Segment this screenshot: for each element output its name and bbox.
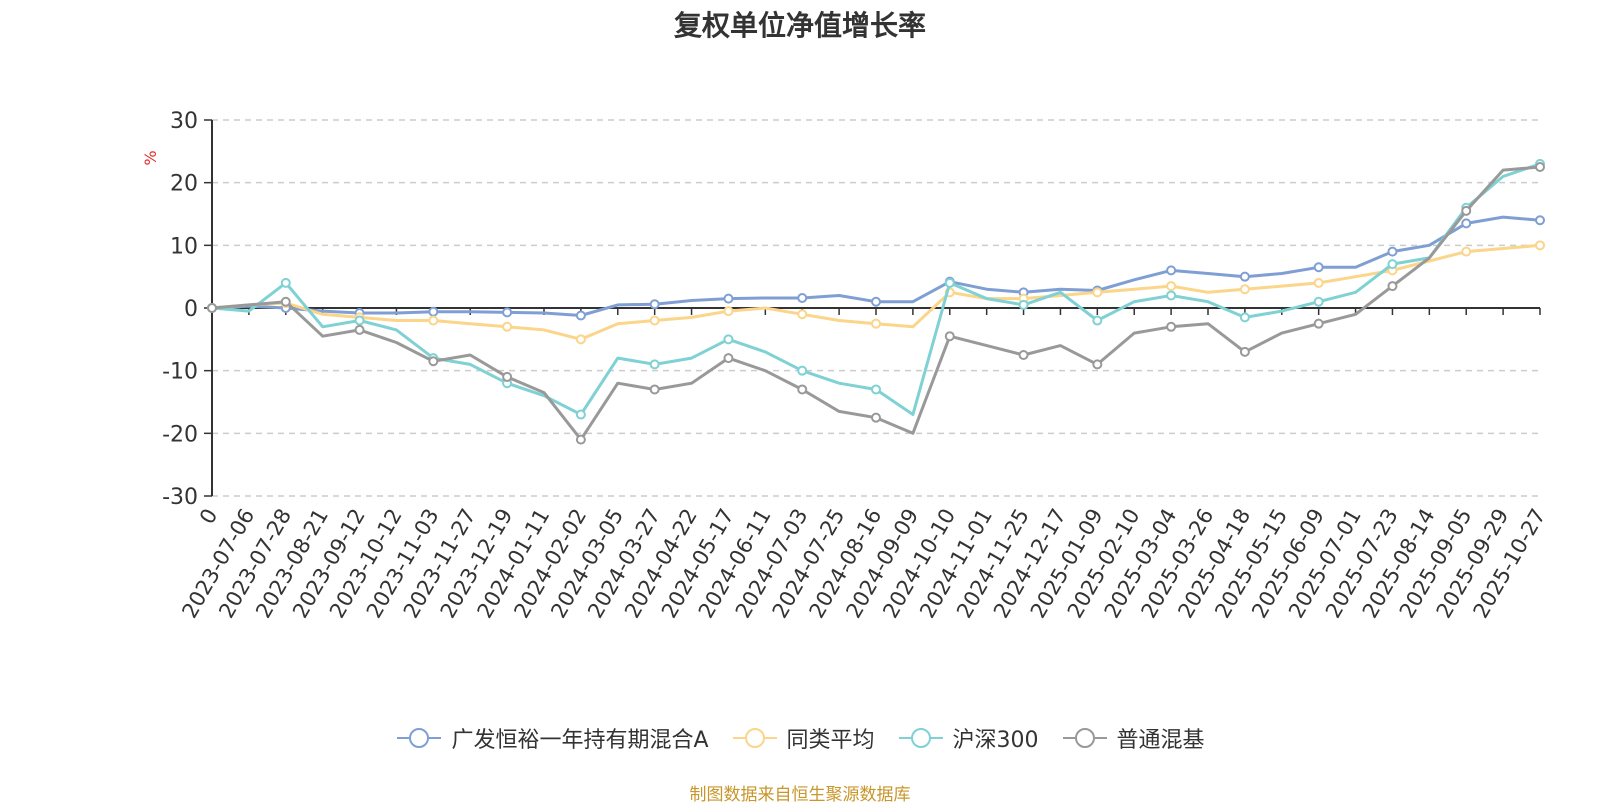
y-tick-label: 10	[170, 234, 198, 259]
data-point	[280, 296, 291, 307]
data-point	[575, 434, 586, 445]
data-point	[1387, 246, 1398, 257]
data-point	[1018, 299, 1029, 310]
legend-marker-circle	[910, 728, 931, 748]
data-point	[428, 306, 439, 317]
data-point	[1166, 281, 1177, 292]
legend-marker-icon	[397, 728, 442, 748]
data-point	[649, 359, 660, 370]
data-point	[575, 310, 586, 321]
data-point	[1461, 218, 1472, 229]
series-3	[207, 162, 1545, 445]
series-1	[207, 240, 1545, 345]
data-point	[1535, 215, 1545, 226]
legend-marker-circle	[1074, 728, 1095, 748]
data-point	[723, 293, 734, 304]
y-axis-unit-label: %	[141, 150, 160, 165]
source-note: 制图数据来自恒生聚源数据库	[689, 785, 911, 805]
data-point	[1535, 240, 1545, 251]
legend-marker-circle	[744, 728, 765, 748]
data-point	[1313, 318, 1324, 329]
data-point	[1092, 287, 1103, 298]
data-point	[723, 353, 734, 364]
data-point	[944, 331, 955, 342]
data-point	[1387, 281, 1398, 292]
legend-marker-icon	[732, 728, 777, 748]
data-point	[1092, 315, 1103, 326]
data-point	[1461, 205, 1472, 216]
data-point	[502, 371, 513, 382]
legend-label: 同类平均	[786, 728, 875, 753]
legend-item-1[interactable]: 同类平均	[731, 722, 875, 754]
data-point	[649, 315, 660, 326]
data-point	[723, 306, 734, 317]
legend-marker-circle	[409, 728, 430, 748]
data-point	[1239, 271, 1250, 282]
data-point	[1018, 350, 1029, 360]
legend-label: 普通混基	[1116, 728, 1205, 753]
data-point	[354, 315, 365, 326]
axes	[204, 119, 1541, 497]
legend-item-3[interactable]: 普通混基	[1061, 722, 1205, 754]
data-point	[1313, 277, 1324, 288]
legend-label: 广发恒裕一年持有期混合A	[451, 728, 709, 753]
chart-title: 复权单位净值增长率	[673, 9, 926, 42]
data-point	[575, 334, 586, 345]
series-0	[207, 215, 1545, 321]
series-lines	[207, 158, 1545, 445]
data-point	[944, 277, 955, 288]
legend: 广发恒裕一年持有期混合A 同类平均 沪深300 普通混基	[0, 722, 1600, 754]
data-point	[649, 299, 660, 310]
data-point	[723, 334, 734, 345]
data-point	[797, 309, 808, 320]
data-point	[1239, 312, 1250, 323]
grid-lines	[212, 119, 1540, 497]
data-point	[354, 324, 365, 335]
legend-item-2[interactable]: 沪深300	[897, 722, 1039, 754]
data-point	[502, 321, 513, 332]
y-tick-label: -20	[162, 422, 198, 447]
data-point	[428, 356, 439, 367]
data-point	[649, 384, 660, 395]
y-tick-label: 30	[170, 109, 198, 134]
y-tick-label: -10	[162, 360, 198, 385]
data-point	[1387, 259, 1398, 270]
data-point	[797, 365, 808, 376]
data-point	[871, 318, 881, 329]
data-point	[1313, 296, 1324, 307]
data-point	[575, 409, 586, 420]
tick-labels: 3020100-10-20-3002023-07-062023-07-28202…	[162, 109, 1550, 622]
legend-marker-icon	[898, 728, 943, 748]
data-point	[428, 315, 439, 326]
legend-label: 沪深300	[952, 728, 1039, 753]
data-point	[1166, 321, 1177, 332]
data-point	[1535, 162, 1545, 172]
y-tick-label: 0	[184, 297, 198, 322]
data-point	[1239, 284, 1250, 295]
series-line	[211, 162, 1541, 416]
data-point	[871, 296, 881, 307]
legend-item-0[interactable]: 广发恒裕一年持有期混合A	[395, 722, 709, 754]
data-point	[1313, 262, 1324, 273]
data-point	[797, 292, 808, 303]
data-point	[1166, 265, 1177, 276]
data-point	[871, 384, 881, 395]
legend-marker-icon	[1062, 728, 1107, 748]
data-point	[280, 277, 291, 288]
y-tick-label: 20	[170, 172, 198, 197]
data-point	[502, 307, 513, 318]
data-point	[871, 412, 881, 423]
data-point	[207, 303, 217, 313]
x-tick-label: 0	[195, 505, 222, 529]
data-point	[1166, 290, 1177, 301]
data-point	[1461, 246, 1472, 257]
data-point	[797, 384, 808, 395]
y-tick-label: -30	[162, 485, 198, 510]
data-point	[1092, 359, 1103, 370]
series-2	[207, 158, 1545, 420]
data-point	[1239, 346, 1250, 357]
